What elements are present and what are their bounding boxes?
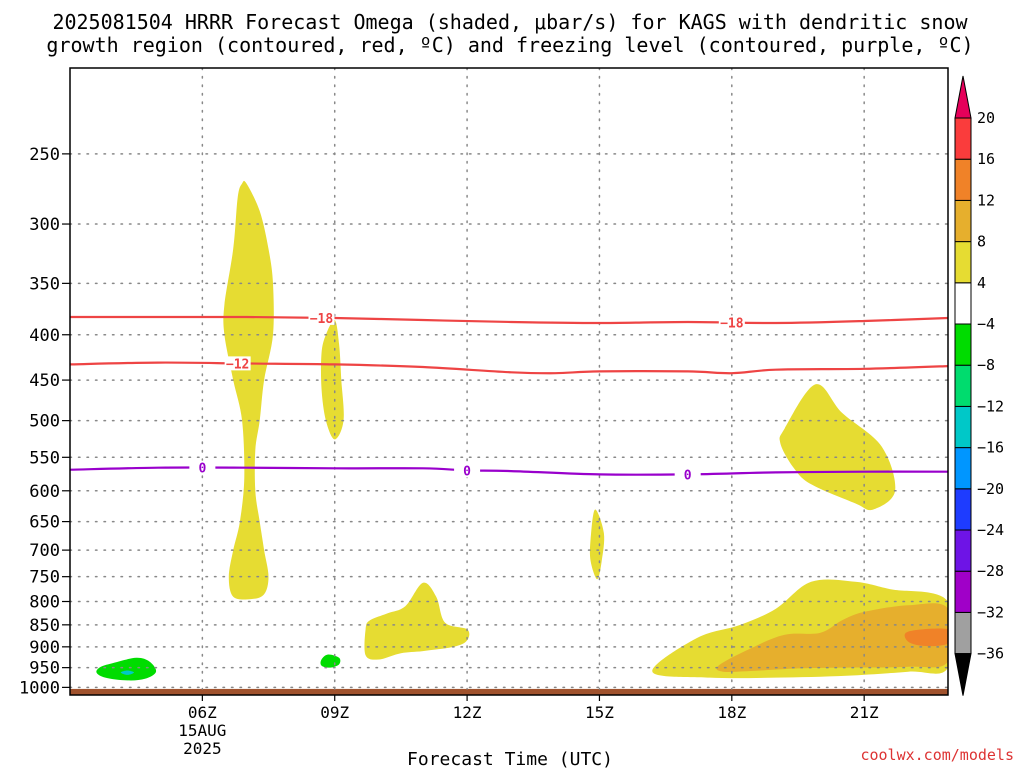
- x-tick-label: 12Z: [453, 703, 482, 722]
- temperature-contour: [70, 466, 948, 476]
- y-tick-label: 350: [29, 274, 60, 294]
- y-tick-label: 700: [29, 541, 60, 561]
- omega-region: [320, 654, 341, 668]
- y-tick-label: 550: [29, 448, 60, 468]
- omega-region: [364, 582, 470, 660]
- plot-area: −18 −18 −12 0 0 0 250 300 350 400 450 500 550 600 650 7…: [19, 67, 949, 758]
- contour-label-bg: [674, 467, 701, 482]
- temperature-contour: [70, 315, 948, 325]
- colorbar-label: 8: [977, 233, 986, 251]
- colorbar-label: 12: [977, 191, 995, 209]
- colorbar-label: −12: [977, 397, 1004, 415]
- colorbar-label: −4: [977, 315, 995, 333]
- colorbar-bottom-arrow: [954, 653, 972, 696]
- colorbar-box: [954, 323, 972, 366]
- colorbar-box: [954, 405, 972, 449]
- colorbar: −36 −32 −28 −24 −20 −16 −12 −8 −4 4 8 12 16 20: [954, 75, 1004, 696]
- contour-label-bg: [189, 460, 216, 475]
- colorbar-label: −28: [977, 562, 1004, 580]
- y-tick-label: 850: [29, 616, 60, 636]
- y-tick-label: 400: [29, 326, 60, 346]
- colorbar-box: [954, 241, 972, 284]
- colorbar-box: [954, 364, 972, 407]
- contour-label: −12: [226, 357, 249, 372]
- omega-region: [223, 180, 274, 600]
- colorbar-box: [954, 611, 972, 655]
- omega-region: [96, 657, 157, 681]
- x-axis-label: Forecast Time (UTC): [407, 749, 613, 768]
- contour-label: 0: [684, 468, 692, 483]
- x-tick-label: 21Z: [850, 703, 879, 722]
- y-tick-label: 900: [29, 638, 60, 658]
- contour-label: 0: [198, 462, 206, 477]
- credit-text: coolwx.com/models: [860, 746, 1014, 764]
- omega-region: [716, 603, 948, 672]
- omega-region: [320, 319, 344, 440]
- omega-region: [904, 628, 948, 647]
- x-date-label: 2025: [183, 739, 222, 758]
- colorbar-label: 4: [977, 274, 986, 292]
- contour-label-bg: [308, 310, 335, 325]
- y-tick-label: 600: [29, 482, 60, 502]
- y-tick-label: 1000: [19, 678, 60, 698]
- omega-region: [589, 509, 605, 580]
- x-date-label: 15AUG: [178, 721, 226, 740]
- colorbar-label: −36: [977, 645, 1004, 663]
- colorbar-label: −32: [977, 603, 1004, 621]
- plot-inner: −18 −18 −12 0 0 0: [70, 68, 948, 695]
- y-tick-label: 450: [29, 371, 60, 391]
- colorbar-label: 20: [977, 109, 995, 127]
- x-tick-label: 09Z: [320, 703, 349, 722]
- colorbar-box: [954, 282, 972, 325]
- surface-band: [70, 688, 948, 695]
- x-tick-label: 18Z: [717, 703, 746, 722]
- colorbar-label: 16: [977, 150, 995, 168]
- y-tick-label: 500: [29, 412, 60, 432]
- contour-label: −18: [310, 312, 334, 327]
- colorbar-box: [954, 570, 972, 613]
- x-tick-label: 06Z: [188, 703, 217, 722]
- colorbar-top-arrow: [954, 75, 972, 119]
- chart-title-line-2: growth region (contoured, red, ºC) and f…: [46, 33, 973, 57]
- chart-title-line-1: 2025081504 HRRR Forecast Omega (shaded, …: [52, 10, 968, 34]
- temperature-contour: [70, 361, 948, 375]
- colorbar-label: −8: [977, 356, 995, 374]
- colorbar-box: [954, 447, 972, 490]
- y-tick-label: 950: [29, 659, 60, 679]
- colorbar-box: [954, 199, 972, 243]
- y-tick-label: 650: [29, 513, 60, 533]
- colorbar-box: [954, 158, 972, 201]
- colorbar-label: −24: [977, 521, 1004, 539]
- y-tick-label: 250: [29, 145, 60, 165]
- contour-label: 0: [463, 464, 471, 479]
- omega-region: [779, 384, 896, 511]
- omega-region: [120, 670, 134, 675]
- y-tick-label: 800: [29, 593, 60, 613]
- contour-label: −18: [720, 317, 744, 332]
- y-tick-label: 300: [29, 215, 60, 235]
- colorbar-box: [954, 117, 972, 160]
- contour-label-bg: [454, 463, 481, 478]
- contour-label-bg: [718, 315, 745, 330]
- plot-frame: [69, 67, 949, 696]
- x-tick-label: 15Z: [585, 703, 614, 722]
- colorbar-box: [954, 488, 972, 531]
- colorbar-box: [954, 529, 972, 572]
- contour-label-bg: [224, 356, 251, 371]
- colorbar-label: −20: [977, 480, 1004, 498]
- y-tick-label: 750: [29, 568, 60, 588]
- colorbar-label: −16: [977, 439, 1004, 457]
